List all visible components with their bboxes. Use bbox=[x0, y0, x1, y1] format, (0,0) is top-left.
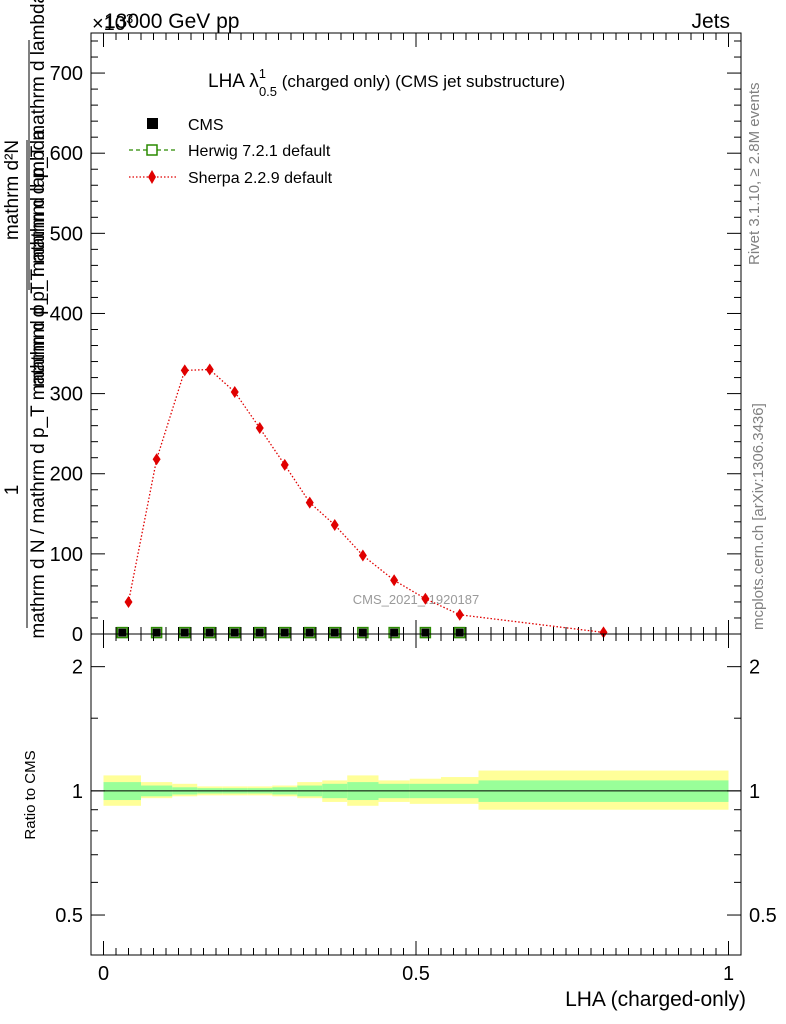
main-y-tick-label: 700 bbox=[50, 63, 83, 85]
sherpa-point bbox=[390, 574, 399, 587]
main-y-tick-label: 300 bbox=[50, 384, 83, 406]
sherpa-point bbox=[330, 519, 339, 532]
main-y-tick-label: 100 bbox=[50, 544, 83, 566]
exponent-marker: ×103 bbox=[92, 11, 133, 35]
main-x-ticks bbox=[103, 33, 729, 634]
legend-herwig-label: Herwig 7.2.1 default bbox=[188, 143, 331, 160]
sherpa-point bbox=[455, 608, 464, 621]
ratio-x-ticks: 0 0.5 1 bbox=[98, 634, 734, 985]
ratio-y-tick-label-right: 2 bbox=[749, 657, 760, 679]
sherpa-point bbox=[421, 592, 430, 605]
cms-point bbox=[390, 628, 399, 637]
rivet-version-label: Rivet 3.1.10, ≥ 2.8M events bbox=[746, 83, 763, 266]
cms-point bbox=[305, 628, 314, 637]
ratio-panel: 0.5 0.51 12 2 0 0.5 1 Ratio to CMS LHA (charg… bbox=[22, 633, 777, 1011]
legend: CMS Herwig 7.2.1 default Sherpa 2.2.9 de… bbox=[129, 117, 333, 187]
sherpa-point bbox=[599, 626, 608, 639]
sherpa-point bbox=[205, 363, 214, 376]
main-y-ticks: 0 100 200 300 400 500 600 700 bbox=[50, 40, 741, 646]
legend-sherpa-marker bbox=[148, 170, 156, 184]
sherpa-point bbox=[124, 595, 133, 608]
ratio-y-tick-label: 0.5 bbox=[55, 905, 83, 927]
x-tick-label: 0 bbox=[98, 963, 109, 985]
legend-cms-label: CMS bbox=[188, 117, 224, 134]
main-y-tick-label: 0 bbox=[72, 624, 83, 646]
sherpa-point bbox=[152, 453, 161, 466]
cms-point bbox=[330, 628, 339, 637]
ratio-bands bbox=[103, 770, 729, 810]
ylabel-numerator-right: mathrm d²N bbox=[2, 140, 23, 240]
sherpa-point bbox=[305, 496, 314, 509]
process-label: Jets bbox=[691, 10, 730, 33]
watermark: CMS_2021_I1920187 bbox=[353, 592, 480, 607]
x-tick-label: 0.5 bbox=[402, 963, 430, 985]
ratio-y-tick-label-right: 0.5 bbox=[749, 905, 777, 927]
x-tick-label: 1 bbox=[723, 963, 734, 985]
ratio-y-tick-label-right: 1 bbox=[749, 781, 760, 803]
main-y-tick-label: 200 bbox=[50, 464, 83, 486]
cms-series bbox=[118, 628, 464, 637]
sherpa-point bbox=[230, 385, 239, 398]
cms-point bbox=[455, 628, 464, 637]
mcplots-label: mcplots.cern.ch [arXiv:1306.3436] bbox=[750, 403, 767, 630]
cms-point bbox=[255, 628, 264, 637]
energy-label: 13000 GeV pp bbox=[104, 10, 239, 33]
sherpa-point bbox=[180, 364, 189, 377]
main-y-tick-label: 400 bbox=[50, 303, 83, 325]
ylabel-numerator: 1 bbox=[2, 485, 23, 496]
main-y-tick-label: 500 bbox=[50, 223, 83, 245]
sherpa-series bbox=[124, 363, 608, 639]
cms-point bbox=[205, 628, 214, 637]
ratio-y-tick-label: 2 bbox=[72, 657, 83, 679]
sherpa-point bbox=[255, 422, 264, 435]
xlabel: LHA (charged-only) bbox=[565, 988, 746, 1011]
legend-cms-marker bbox=[147, 118, 158, 129]
legend-herwig-marker bbox=[146, 144, 158, 156]
ylabel-denominator: mathrm d N / mathrm d p_T mathrm d p_T m… bbox=[28, 129, 49, 639]
sherpa-line bbox=[127, 368, 604, 634]
sherpa-point bbox=[280, 458, 289, 471]
ratio-y-tick-label: 1 bbox=[72, 781, 83, 803]
main-panel: 0 100 200 300 400 500 600 700 CMS_2021_I1920187… bbox=[50, 32, 742, 646]
sherpa-point bbox=[358, 549, 367, 562]
cms-point bbox=[421, 628, 430, 637]
legend-sherpa-label: Sherpa 2.2.9 default bbox=[188, 170, 333, 187]
cms-point bbox=[280, 628, 289, 637]
ratio-y-ticks: 0.5 0.5 1 1 2 2 bbox=[55, 657, 777, 927]
plot-title: LHA λ1 0.5 (charged only) (CMS jet substr… bbox=[208, 66, 565, 99]
cms-point bbox=[118, 628, 127, 637]
main-y-tick-label: 600 bbox=[50, 143, 83, 165]
cms-point bbox=[358, 628, 367, 637]
ylabel-denominator-right: mathrm d p_T mathrm d p_T mathrm d lambd… bbox=[28, 0, 49, 387]
ratio-ylabel: Ratio to CMS bbox=[22, 750, 39, 839]
cms-point bbox=[152, 628, 161, 637]
cms-point bbox=[230, 628, 239, 637]
cms-point bbox=[180, 628, 189, 637]
